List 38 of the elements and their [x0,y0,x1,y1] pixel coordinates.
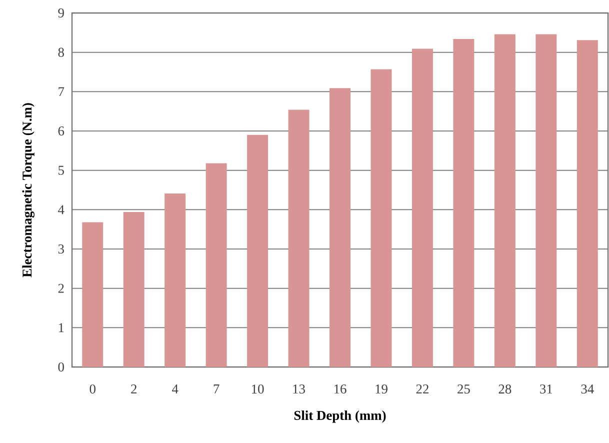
bar [453,38,474,367]
bar [247,134,268,367]
x-tick-label: 19 [376,384,388,394]
x-tick-label: 34 [581,384,594,394]
x-tick-label: 28 [498,384,512,394]
bar [576,40,598,367]
bar [412,48,433,367]
x-axis-title: Slit Depth (mm) [294,410,386,423]
y-tick-label: 5 [58,166,64,175]
y-tick-label: 6 [58,126,64,136]
x-tick-label: 13 [293,384,305,394]
y-tick-label: 0 [58,362,64,372]
y-tick-label: 1 [58,323,64,332]
x-tick-label: 7 [214,384,220,394]
y-tick-label: 7 [58,87,64,96]
bar [123,212,144,367]
y-tick-label: 3 [58,244,64,254]
bar [206,163,227,367]
bar [536,34,557,367]
y-tick-label: 9 [58,8,64,18]
bar [82,222,104,367]
x-tick-label: 22 [416,384,428,394]
bar [494,34,516,367]
x-tick-label: 4 [172,384,178,394]
bar [330,88,351,367]
bar [370,69,392,367]
x-tick-label: 25 [458,384,470,394]
y-tick-label: 2 [58,284,64,293]
y-tick-label: 8 [58,48,64,57]
x-tick-label: 2 [131,384,136,394]
y-tick-label: 4 [58,205,64,214]
y-axis-title: Electromagnetic Torque (N.m) [22,103,34,278]
x-tick-label: 10 [252,384,264,394]
bar [164,194,186,367]
x-tick-label: 0 [90,384,96,394]
bar [288,110,310,367]
x-tick-label: 31 [540,384,552,394]
x-tick-label: 16 [334,384,346,394]
